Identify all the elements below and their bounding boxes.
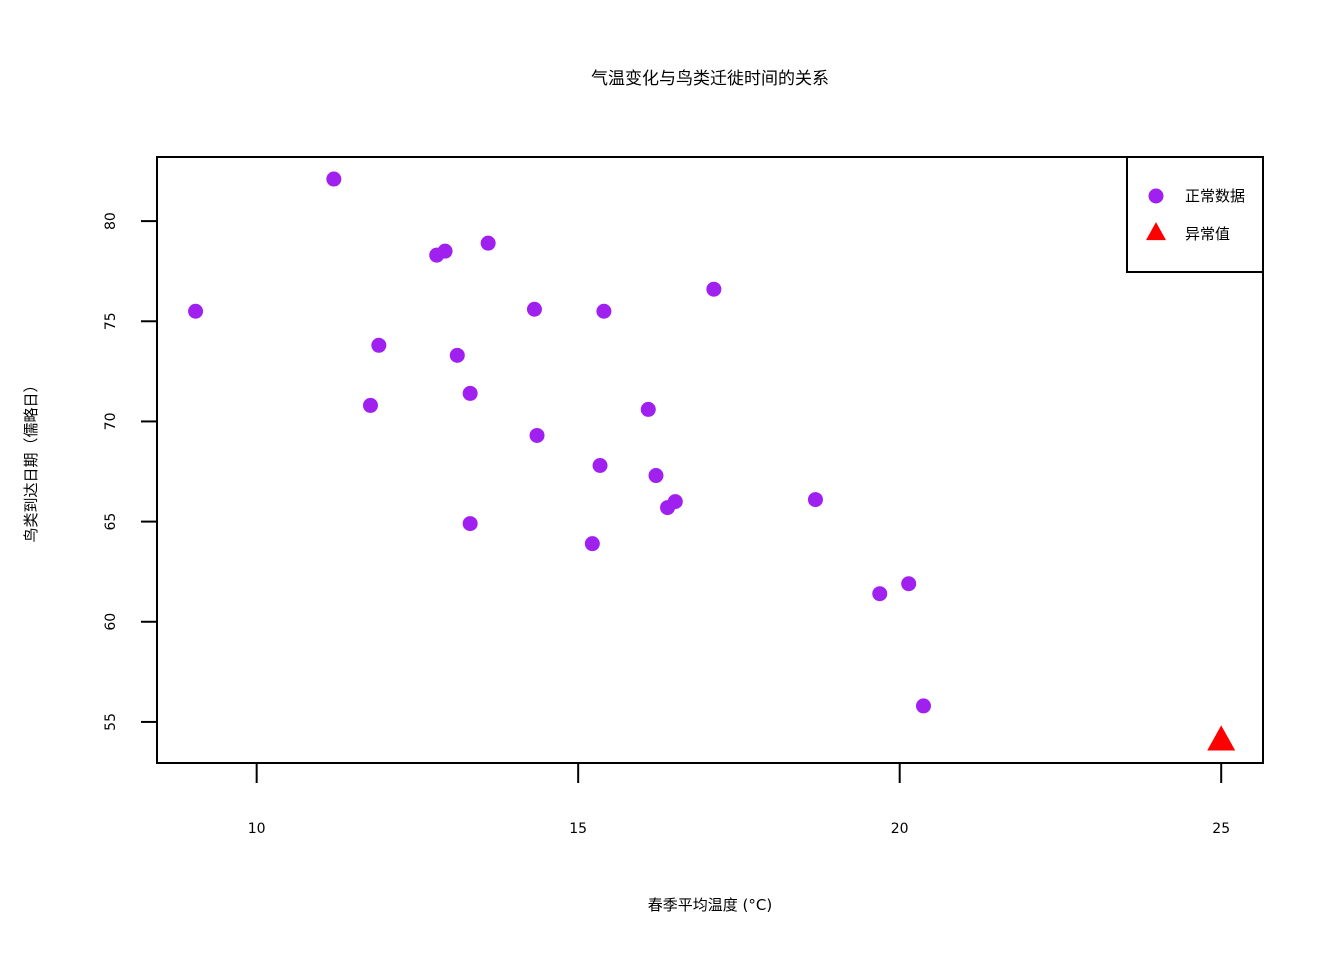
x-tick-label: 15 xyxy=(569,821,587,837)
legend-triangle-marker xyxy=(1146,222,1166,241)
chart-title: 气温变化与鸟类迁徙时间的关系 xyxy=(591,69,829,89)
legend-label: 正常数据 xyxy=(1185,187,1245,205)
data-point xyxy=(326,171,342,187)
data-point xyxy=(901,576,917,592)
data-point xyxy=(706,281,722,297)
y-tick-label: 65 xyxy=(103,513,119,531)
data-point xyxy=(640,401,656,417)
data-point xyxy=(362,397,378,413)
data-point xyxy=(915,698,931,714)
data-point xyxy=(807,492,823,508)
x-tick-label: 25 xyxy=(1212,821,1230,837)
data-points xyxy=(188,171,1236,751)
data-point xyxy=(596,303,612,319)
data-point xyxy=(371,337,387,353)
y-tick-label: 75 xyxy=(103,312,119,330)
data-point xyxy=(526,301,542,317)
data-point xyxy=(480,235,496,251)
data-point xyxy=(449,347,465,363)
y-tick-label: 70 xyxy=(103,413,119,431)
y-axis: 55 60 65 70 75 80 xyxy=(103,212,157,731)
legend-circle-marker xyxy=(1148,188,1164,204)
data-point xyxy=(584,536,600,552)
x-axis: 10 15 20 25 xyxy=(248,763,1230,837)
legend-label: 异常值 xyxy=(1185,225,1230,243)
y-tick-label: 80 xyxy=(103,212,119,230)
data-point xyxy=(462,385,478,401)
data-point xyxy=(872,586,888,602)
y-axis-label: 鸟类到达日期（儒略日） xyxy=(22,377,40,542)
x-tick-label: 10 xyxy=(248,821,266,837)
legend-box xyxy=(1126,156,1264,273)
x-axis-label: 春季平均温度 (°C) xyxy=(648,896,772,914)
data-point xyxy=(592,458,608,474)
data-point xyxy=(188,303,204,319)
data-point xyxy=(462,516,478,532)
outlier-point xyxy=(1207,725,1236,751)
plot-frame xyxy=(156,156,1264,764)
data-point xyxy=(529,427,545,443)
y-tick-label: 55 xyxy=(103,713,119,731)
data-point xyxy=(437,243,453,259)
x-tick-label: 20 xyxy=(891,821,909,837)
y-tick-label: 60 xyxy=(103,613,119,631)
data-point xyxy=(648,468,664,484)
data-point xyxy=(667,494,683,510)
